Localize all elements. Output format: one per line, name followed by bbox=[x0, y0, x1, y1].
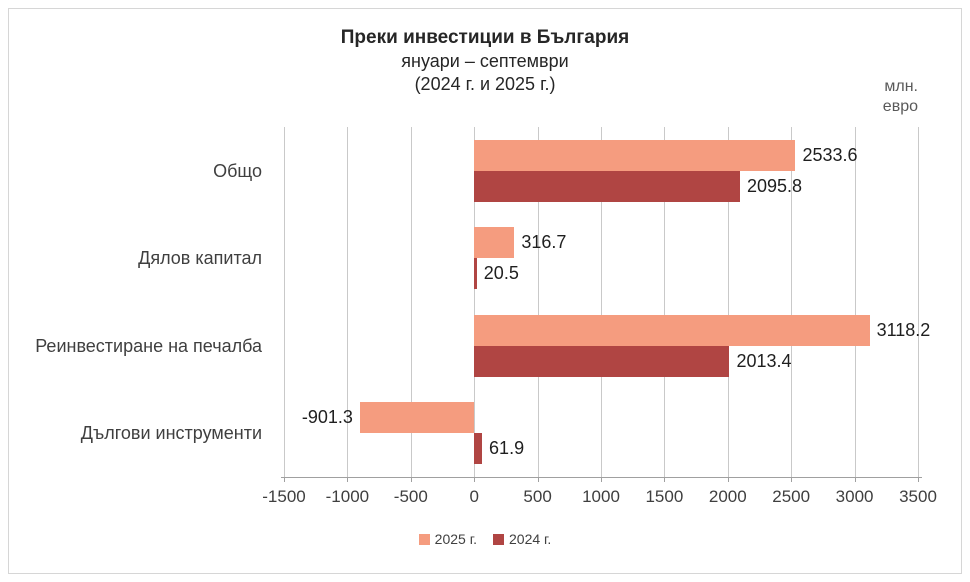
x-axis-tick-label-3500: 3500 bbox=[899, 487, 937, 506]
gridline-2500 bbox=[791, 127, 793, 477]
x-axis-tick-label-1000: 1000 bbox=[582, 487, 620, 506]
value-label-series1-category1: 20.5 bbox=[483, 263, 519, 284]
gridline-3500 bbox=[918, 127, 919, 477]
x-axis-tick-0 bbox=[474, 478, 476, 482]
x-axis-tick-2000 bbox=[727, 478, 729, 482]
value-label-series0-category0: 2533.6 bbox=[802, 144, 858, 165]
x-axis-tick-label-2500: 2500 bbox=[772, 487, 811, 506]
gridline-500 bbox=[537, 127, 539, 477]
gridline--1500 bbox=[284, 127, 285, 477]
value-label-series1-category3: 61.9 bbox=[489, 438, 525, 459]
plot-area: 2533.6 2095.8 316.7 20.5 3118.2 2013.4 -901.3 6… bbox=[284, 127, 930, 477]
x-axis-tick-label--1000: -1000 bbox=[325, 487, 370, 506]
x-axis-tick-500 bbox=[537, 478, 539, 482]
x-axis-tick-3500 bbox=[918, 478, 919, 482]
x-axis-tick-label--500: -500 bbox=[393, 487, 428, 506]
chart-title: Преки инвестиции в България bbox=[340, 27, 630, 48]
bar-series1-category3 bbox=[474, 433, 483, 465]
value-label-series1-category0: 2095.8 bbox=[746, 175, 802, 196]
gridline-0 bbox=[474, 127, 476, 477]
legend-swatch-0 bbox=[418, 533, 430, 545]
bar-series1-category2 bbox=[474, 345, 730, 377]
x-axis-tick--1000 bbox=[347, 478, 349, 482]
x-axis-tick-1500 bbox=[664, 478, 666, 482]
bar-series1-category1 bbox=[474, 258, 477, 290]
x-axis-tick-3000 bbox=[854, 478, 856, 482]
x-axis-tick-1000 bbox=[601, 478, 602, 482]
gridline-1500 bbox=[664, 127, 666, 477]
x-axis-tick-label-3000: 3000 bbox=[835, 487, 874, 506]
x-axis-line bbox=[281, 477, 922, 478]
legend-item-0: 2025 г. bbox=[418, 531, 477, 547]
axis-unit-line1: млн. bbox=[884, 78, 918, 95]
bar-series0-category3 bbox=[359, 402, 475, 434]
x-axis-tick-label-2000: 2000 bbox=[708, 487, 747, 506]
legend-swatch-1 bbox=[493, 533, 504, 545]
value-label-series1-category2: 2013.4 bbox=[736, 350, 792, 371]
x-axis-tick-label-1500: 1500 bbox=[645, 487, 684, 506]
legend-label-1: 2024 г. bbox=[509, 531, 552, 547]
bar-series0-category0 bbox=[474, 139, 796, 171]
x-axis-tick--500 bbox=[410, 478, 412, 482]
gridline-2000 bbox=[727, 127, 729, 477]
category-label-2: Реинвестиране на печалба bbox=[35, 335, 262, 356]
gridline-1000 bbox=[601, 127, 602, 477]
category-label-3: Дългови инструменти bbox=[80, 423, 262, 444]
legend-item-1: 2024 г. bbox=[493, 531, 551, 547]
category-label-1: Дялов капитал bbox=[138, 248, 262, 269]
x-axis-tick-2500 bbox=[791, 478, 793, 482]
gridline--1000 bbox=[347, 127, 349, 477]
axis-unit-line2: евро bbox=[882, 98, 918, 115]
chart-subtitle-period: януари – септември bbox=[401, 51, 569, 71]
x-axis-tick-label-500: 500 bbox=[523, 487, 552, 506]
bar-series0-category2 bbox=[474, 314, 870, 346]
value-label-series0-category1: 316.7 bbox=[521, 232, 567, 253]
bar-series1-category0 bbox=[474, 170, 740, 202]
chart-subtitle-years: (2024 г. и 2025 г.) bbox=[414, 74, 556, 94]
category-label-0: Общо bbox=[213, 160, 262, 181]
value-label-series0-category3: -901.3 bbox=[301, 407, 353, 428]
gridline--500 bbox=[410, 127, 412, 477]
x-axis-tick-label--1500: -1500 bbox=[262, 487, 306, 506]
x-axis-tick-label-0: 0 bbox=[469, 487, 479, 506]
legend-label-0: 2025 г. bbox=[434, 531, 477, 547]
axis-unit-label: млн. евро bbox=[838, 77, 918, 117]
gridline-3000 bbox=[854, 127, 856, 477]
value-label-series0-category2: 3118.2 bbox=[876, 319, 931, 340]
bar-series0-category1 bbox=[474, 227, 515, 259]
x-axis-tick--1500 bbox=[284, 478, 285, 482]
chart-title-block: Преки инвестиции в България януари – сеп… bbox=[0, 26, 970, 96]
legend: 2025 г. 2024 г. bbox=[0, 531, 970, 547]
